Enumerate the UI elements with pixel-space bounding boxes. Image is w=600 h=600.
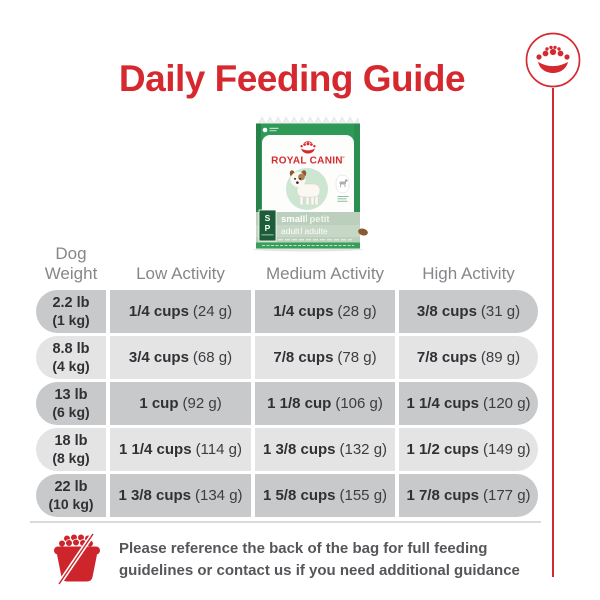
dog-photo — [286, 168, 328, 210]
feeding-table: 2.2 lb (1 kg) 1/4 cups (24 g) 1/4 cups (28… — [36, 290, 538, 520]
svg-text:S: S — [265, 213, 271, 223]
weight-cell: 22 lb (10 kg) — [36, 474, 106, 517]
medium-activity-cell: 7/8 cups (78 g) — [255, 336, 395, 379]
high-activity-cell: 3/8 cups (31 g) — [399, 290, 538, 333]
bag-sp-badge: S P — [258, 209, 277, 242]
high-activity-cell: 7/8 cups (89 g) — [399, 336, 538, 379]
page-title: Daily Feeding Guide — [118, 58, 466, 99]
bag-band-size — [256, 212, 360, 225]
kibble-piece — [358, 228, 368, 236]
bag-mini-logo — [262, 127, 279, 133]
table-row: 13 lb (6 kg) 1 cup (92 g) 1 1/8 cup (106 g… — [36, 382, 538, 425]
high-activity-cell: 1 1/4 cups (120 g) — [399, 382, 538, 425]
footer-note-line1: Please reference the back of the bag for… — [119, 540, 488, 557]
weight-cell: 2.2 lb (1 kg) — [36, 290, 106, 333]
low-activity-cell: 1 1/4 cups (114 g) — [110, 428, 251, 471]
medium-activity-cell: 1 3/8 cups (132 g) — [255, 428, 395, 471]
table-header-row: Dog Weight Low Activity Medium Activity … — [36, 244, 538, 288]
table-row: 8.8 lb (4 kg) 3/4 cups (68 g) 7/8 cups (78… — [36, 336, 538, 379]
red-vertical-rule — [552, 88, 554, 577]
svg-text:P: P — [265, 223, 271, 233]
medium-activity-cell: 1 5/8 cups (155 g) — [255, 474, 395, 517]
bag-side-badge — [335, 174, 350, 202]
bag-band-age — [256, 225, 360, 237]
table-row: 18 lb (8 kg) 1 1/4 cups (114 g) 1 3/8 cup… — [36, 428, 538, 471]
royal-canin-crown-circle-icon — [525, 32, 581, 88]
weight-cell: 8.8 lb (4 kg) — [36, 336, 106, 379]
col-header-high-activity: High Activity — [422, 264, 515, 283]
product-bag: ROYAL CANIN ™ — [253, 116, 368, 252]
medium-activity-cell: 1/4 cups (28 g) — [255, 290, 395, 333]
col-header-medium-activity: Medium Activity — [265, 264, 385, 283]
crossed-food-bowl-icon — [54, 532, 100, 586]
low-activity-cell: 3/4 cups (68 g) — [110, 336, 251, 379]
table-row: 2.2 lb (1 kg) 1/4 cups (24 g) 1/4 cups (28… — [36, 290, 538, 333]
bag-size-fr: petit — [310, 214, 331, 225]
bag-crimp-top — [257, 116, 360, 125]
bag-trademark: ™ — [341, 156, 345, 160]
weight-cell: 13 lb (6 kg) — [36, 382, 106, 425]
low-activity-cell: 1 cup (92 g) — [110, 382, 251, 425]
low-activity-cell: 1/4 cups (24 g) — [110, 290, 251, 333]
footer-note-line2: guidelines or contact us if you need add… — [119, 562, 520, 579]
col-header-low-activity: Low Activity — [136, 264, 225, 283]
col-header-dog-weight: Dog Weight — [44, 244, 98, 283]
bag-size-en: small — [281, 214, 305, 225]
bag-brand-text: ROYAL CANIN — [271, 156, 343, 167]
footer-divider — [30, 521, 541, 523]
high-activity-cell: 1 1/2 cups (149 g) — [399, 428, 538, 471]
low-activity-cell: 1 3/8 cups (134 g) — [110, 474, 251, 517]
table-row: 22 lb (10 kg) 1 3/8 cups (134 g) 1 5/8 cu… — [36, 474, 538, 517]
footer-note: Please reference the back of the bag for… — [119, 538, 539, 582]
weight-cell: 18 lb (8 kg) — [36, 428, 106, 471]
bag-age-en: adult — [281, 226, 300, 236]
bag-age-fr: adulte — [305, 226, 328, 236]
medium-activity-cell: 1 1/8 cup (106 g) — [255, 382, 395, 425]
high-activity-cell: 1 7/8 cups (177 g) — [399, 474, 538, 517]
